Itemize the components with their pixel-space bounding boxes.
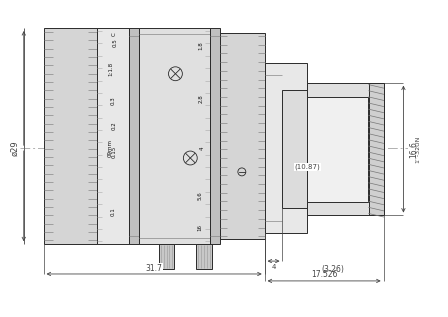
- Text: 4: 4: [271, 264, 276, 270]
- Text: 4: 4: [200, 146, 205, 150]
- Text: 17.526: 17.526: [311, 270, 337, 280]
- Bar: [97, 28, 129, 244]
- Bar: [265, 63, 307, 233]
- Bar: [210, 28, 220, 244]
- Text: 5.6: 5.6: [198, 191, 202, 200]
- Text: 1.8: 1.8: [199, 42, 204, 50]
- Bar: [43, 28, 97, 244]
- Text: 2.8: 2.8: [199, 94, 204, 103]
- Bar: [196, 244, 212, 269]
- Text: (10.87): (10.87): [294, 164, 320, 170]
- Text: 0.3: 0.3: [111, 96, 116, 105]
- Text: 0.5: 0.5: [112, 39, 117, 48]
- Bar: [220, 33, 265, 239]
- Text: 09mm: 09mm: [108, 139, 112, 157]
- Bar: [307, 83, 383, 216]
- Bar: [283, 90, 307, 208]
- Text: 0.15: 0.15: [112, 146, 116, 158]
- Bar: [307, 97, 368, 202]
- Text: 1’’-32UN: 1’’-32UN: [416, 135, 421, 163]
- Text: ø29: ø29: [10, 140, 19, 156]
- Text: (3.26): (3.26): [322, 264, 345, 274]
- Text: 1:1.8: 1:1.8: [108, 62, 113, 76]
- Text: 16: 16: [198, 224, 202, 231]
- Text: 16.6: 16.6: [409, 141, 418, 158]
- Bar: [139, 28, 210, 244]
- Text: C: C: [112, 32, 116, 36]
- Bar: [369, 83, 383, 216]
- Bar: [129, 28, 139, 244]
- Text: 0.1: 0.1: [111, 207, 116, 216]
- Text: 0.2: 0.2: [112, 121, 116, 130]
- Text: 31.7: 31.7: [146, 263, 163, 273]
- Bar: [159, 244, 174, 269]
